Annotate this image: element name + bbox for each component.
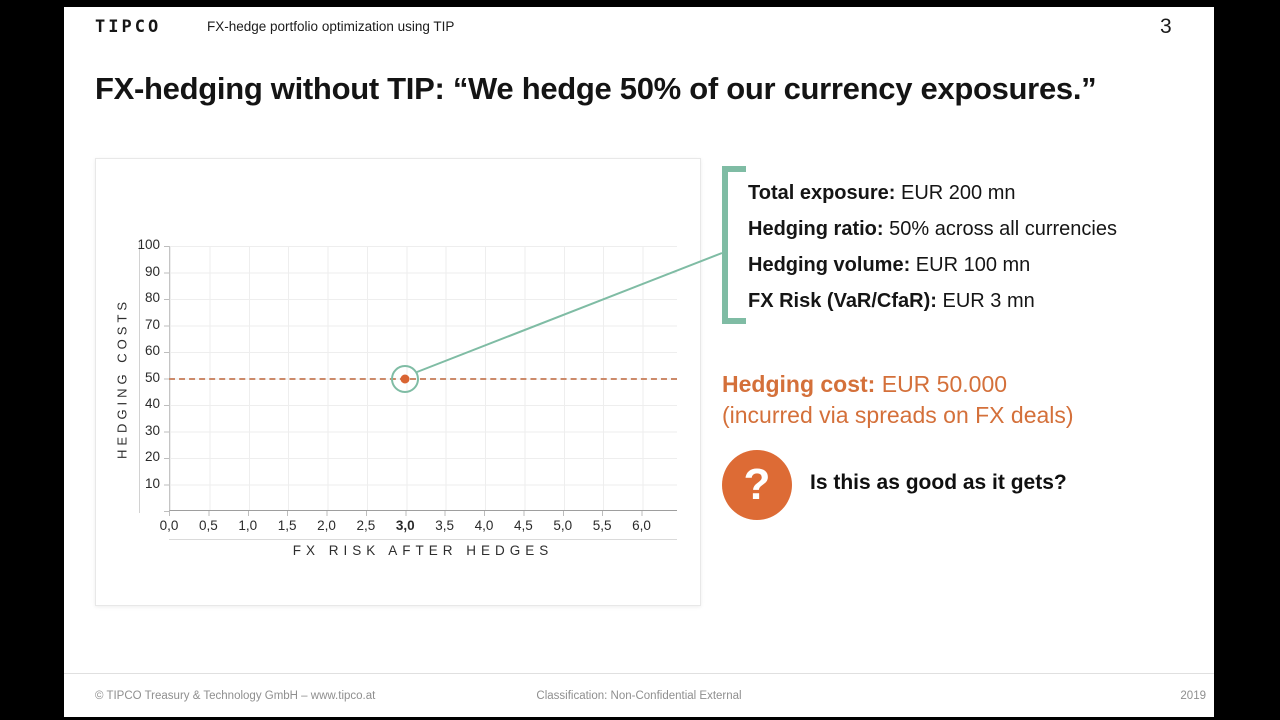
page-number: 3 xyxy=(1160,15,1172,38)
hedging-cost-note: Hedging cost: EUR 50.000 (incurred via s… xyxy=(722,369,1074,431)
y-tick-label: 90 xyxy=(144,263,160,279)
info-label: FX Risk (VaR/CfaR): xyxy=(748,290,937,312)
y-tick-label: 50 xyxy=(144,369,160,385)
x-tick-label: 2,5 xyxy=(356,518,376,533)
info-value: 50% across all currencies xyxy=(883,218,1117,240)
y-tick-label: 100 xyxy=(137,237,160,252)
tipco-logo: TIPCO xyxy=(95,17,162,37)
info-line: Total exposure: EUR 200 mn xyxy=(748,175,1117,211)
y-tick-label: 80 xyxy=(144,290,160,305)
y-tick-label: 30 xyxy=(144,422,160,438)
x-tick-label: 5,5 xyxy=(592,518,612,533)
x-tick-label: 1,5 xyxy=(277,518,297,533)
slide-title: FX-hedging without TIP: “We hedge 50% of… xyxy=(95,71,1097,106)
y-tick-label: 70 xyxy=(144,316,160,332)
cost-value: EUR 50.000 xyxy=(875,371,1008,397)
info-label: Hedging volume: xyxy=(748,254,911,276)
x-axis-title: FX RISK AFTER HEDGES xyxy=(292,543,554,558)
dashed-cost-line xyxy=(169,377,677,380)
highlight-bracket xyxy=(722,166,746,324)
x-tick-label: 0,0 xyxy=(159,518,179,533)
info-line: FX Risk (VaR/CfaR): EUR 3 mn xyxy=(748,283,1117,319)
cost-line2: (incurred via spreads on FX deals) xyxy=(722,402,1074,428)
info-lines: Total exposure: EUR 200 mn Hedging ratio:… xyxy=(748,175,1117,319)
x-tick-label: 3,0 xyxy=(395,518,415,533)
footer-divider xyxy=(64,673,1214,674)
x-tick-label: 1,0 xyxy=(238,518,258,533)
info-label: Total exposure: xyxy=(748,182,896,204)
info-value: EUR 100 mn xyxy=(910,254,1031,276)
x-tick-label: 5,0 xyxy=(553,518,573,533)
point-highlight-circle xyxy=(391,364,420,393)
x-tick-label: 3,5 xyxy=(435,518,455,533)
footer-copyright: © TIPCO Treasury & Technology GmbH – www… xyxy=(95,690,376,702)
info-value: EUR 3 mn xyxy=(936,290,1035,312)
chart-card: HEDGING COSTS FX RISK AFTER HEDGES 100 90… xyxy=(95,158,701,606)
slide: TIPCO FX-hedge portfolio optimization us… xyxy=(64,7,1214,717)
footer-year: 2019 xyxy=(1180,690,1206,702)
question-mark-icon: ? xyxy=(722,450,792,520)
x-axis-divider xyxy=(169,539,677,540)
info-value: EUR 200 mn xyxy=(895,182,1016,204)
header-subtitle: FX-hedge portfolio optimization using TI… xyxy=(207,19,455,34)
cost-line1: Hedging cost: EUR 50.000 xyxy=(722,369,1074,400)
footer-classification: Classification: Non-Confidential Externa… xyxy=(536,690,742,702)
question-text: Is this as good as it gets? xyxy=(810,471,1067,494)
info-line: Hedging volume: EUR 100 mn xyxy=(748,247,1117,283)
cost-label: Hedging cost: xyxy=(722,371,876,397)
data-point xyxy=(400,374,410,383)
x-tick-marks xyxy=(169,511,678,516)
info-line: Hedging ratio: 50% across all currencies xyxy=(748,211,1117,247)
x-tick-label: 2,0 xyxy=(317,518,336,533)
y-tick-marks xyxy=(164,246,169,512)
y-tick-label: 60 xyxy=(144,343,160,358)
x-tick-label: 0,5 xyxy=(198,518,218,533)
x-tick-label: 6,0 xyxy=(632,518,651,533)
y-axis-divider xyxy=(139,241,140,513)
x-tick-label: 4,0 xyxy=(474,518,494,533)
info-label: Hedging ratio: xyxy=(748,218,884,240)
y-tick-label: 20 xyxy=(144,449,160,464)
y-tick-label: 40 xyxy=(144,396,160,411)
x-tick-label: 4,5 xyxy=(514,518,533,533)
y-tick-label: 10 xyxy=(144,475,160,491)
